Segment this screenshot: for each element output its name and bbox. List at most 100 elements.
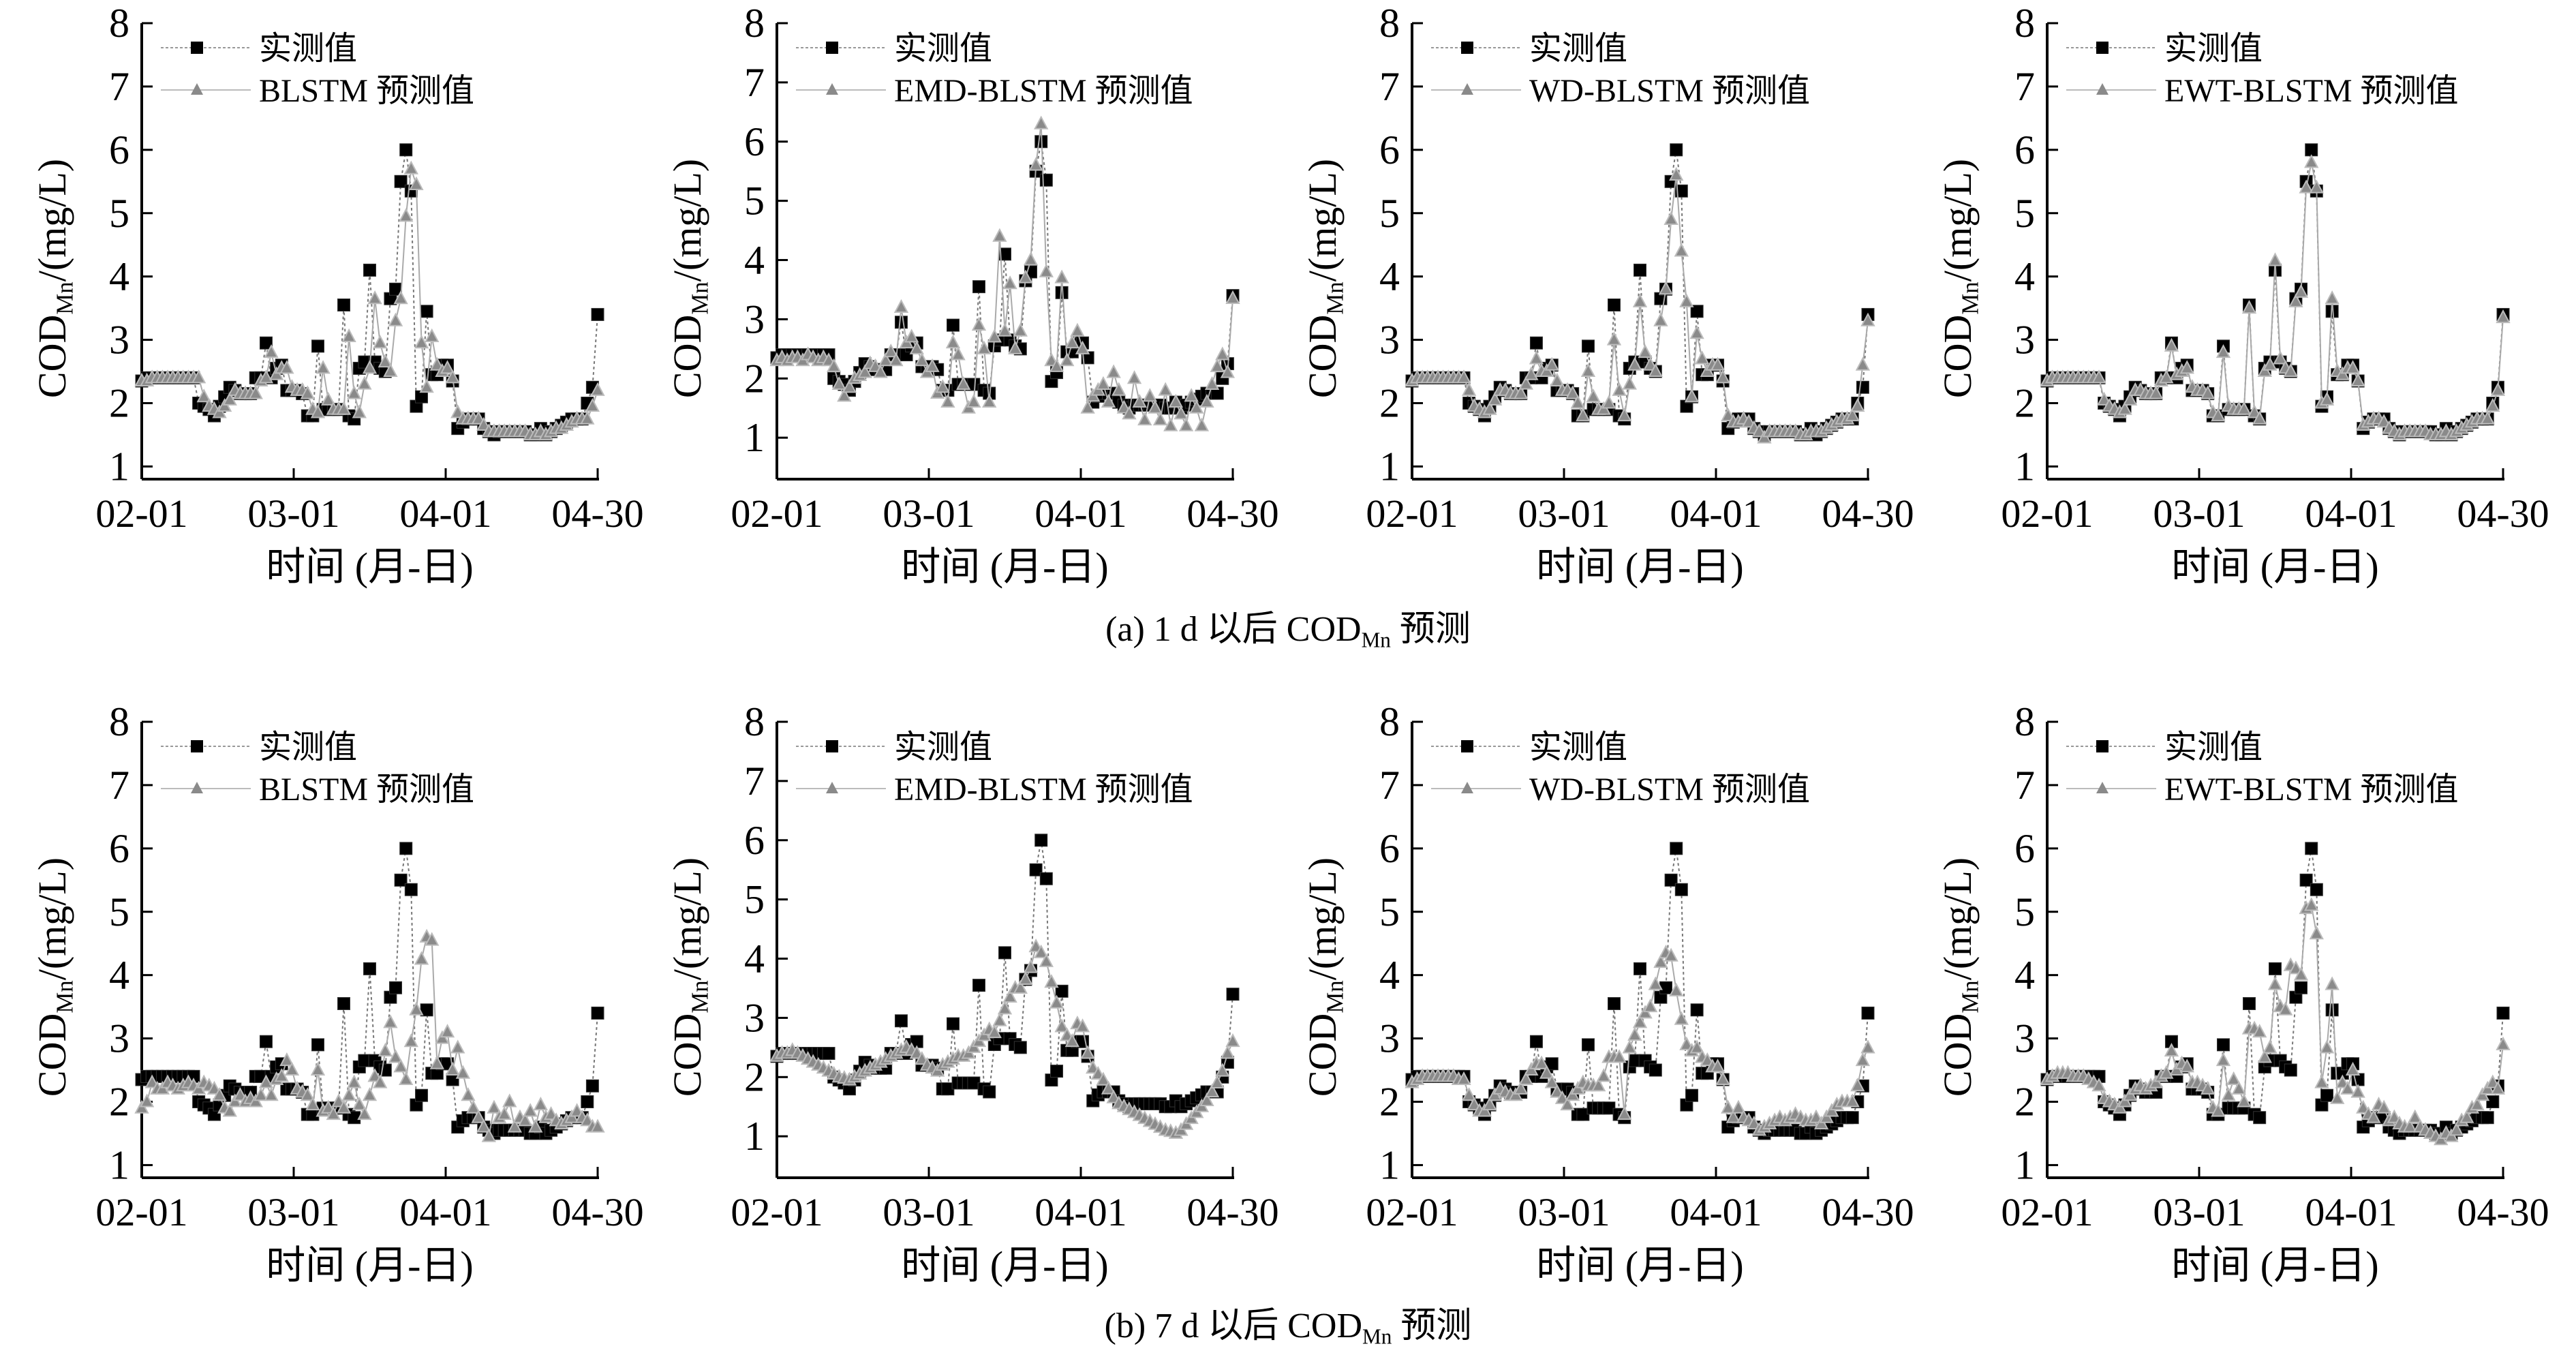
predicted-point	[533, 1097, 549, 1111]
predicted-point	[2237, 1093, 2252, 1108]
predicted-point	[1845, 1093, 1860, 1108]
predicted-point	[925, 358, 940, 372]
predicted-point	[1461, 1087, 1477, 1101]
predicted-point	[465, 1099, 481, 1114]
predicted-point	[429, 1055, 444, 1069]
predicted-point	[2215, 1052, 2231, 1067]
predicted-point	[1622, 376, 1637, 390]
predicted-point	[1554, 1090, 1570, 1104]
predicted-point	[2221, 1087, 2236, 1101]
predicted-point	[373, 1074, 388, 1088]
predicted-point	[1008, 340, 1023, 354]
predicted-point	[585, 398, 600, 412]
predicted-point	[2263, 1039, 2278, 1054]
predicted-point	[497, 1106, 512, 1120]
predicted-point	[2350, 1084, 2365, 1098]
predicted-point	[1560, 1097, 1575, 1111]
predicted-point	[1751, 423, 1767, 438]
predicted-point	[1461, 382, 1477, 396]
predicted-point	[1653, 954, 1668, 969]
predicted-point	[445, 1061, 460, 1076]
predicted-point	[450, 404, 465, 418]
legend-square-icon	[1461, 740, 1473, 752]
y-axis-label-main: COD	[665, 1013, 709, 1097]
actual-point	[1649, 1063, 1662, 1077]
predicted-point	[440, 1024, 455, 1038]
predicted-point	[2159, 369, 2174, 384]
predicted-point	[1039, 263, 1054, 277]
figure-caption-a-rest: 预测	[1391, 610, 1471, 649]
actual-point	[972, 979, 985, 992]
predicted-point	[388, 1049, 403, 1063]
predicted-point	[1617, 1106, 1632, 1120]
predicted-point	[300, 1087, 315, 1101]
predicted-point	[1142, 388, 1158, 402]
predicted-point	[264, 1087, 279, 1101]
predicted-point	[940, 393, 955, 408]
predicted-point	[357, 1106, 372, 1120]
predicted-point	[502, 1093, 517, 1108]
predicted-point	[1137, 411, 1152, 426]
y-tick-label: 4	[109, 953, 129, 998]
chart-panel-6: 1 2 3 4 5 6 7 8 02-01 03-01 04-01 04-30 时间 (月-日) CODM…	[665, 699, 1279, 1287]
actual-point	[1055, 984, 1069, 998]
predicted-point	[274, 1068, 289, 1082]
predicted-point	[909, 340, 924, 354]
predicted-point	[321, 1099, 336, 1114]
predicted-point	[1220, 364, 1236, 378]
actual-point	[946, 1017, 960, 1031]
predicted-point	[1080, 1045, 1095, 1059]
predicted-point	[1199, 1092, 1214, 1107]
x-tick-label: 04-01	[2305, 491, 2397, 536]
actual-point	[1607, 298, 1621, 311]
predicted-point	[1565, 385, 1580, 399]
predicted-point	[1695, 350, 1710, 365]
predicted-point	[2179, 360, 2194, 374]
actual-point	[1674, 184, 1688, 198]
x-tick-label: 04-01	[399, 1190, 491, 1234]
predicted-point	[1034, 115, 1049, 129]
actual-point	[1029, 863, 1043, 876]
x-tick-label: 04-01	[2305, 1190, 2397, 1234]
predicted-point	[997, 1001, 1013, 1015]
actual-point	[1670, 143, 1683, 157]
predicted-point	[1044, 974, 1059, 988]
predicted-point	[1648, 363, 1663, 378]
predicted-point	[429, 356, 444, 371]
predicted-point	[1586, 388, 1601, 403]
predicted-point	[383, 1014, 398, 1028]
predicted-point	[1054, 1018, 1069, 1033]
actual-point	[2481, 1111, 2494, 1125]
x-tick-label: 02-01	[731, 491, 823, 536]
predicted-point	[997, 322, 1013, 337]
y-tick-label: 3	[744, 995, 765, 1040]
predicted-point	[191, 369, 206, 384]
predicted-point	[1855, 356, 1871, 371]
x-axis-label: 时间 (月-日)	[1536, 545, 1743, 589]
predicted-point	[1028, 157, 1043, 171]
series-line-actual	[141, 149, 598, 436]
actual-point	[1634, 263, 1646, 277]
y-tick-label: 6	[1379, 826, 1400, 871]
predicted-point	[2117, 401, 2132, 415]
legend-square-icon	[2096, 740, 2109, 752]
predicted-point	[409, 1001, 424, 1016]
predicted-point	[1534, 1055, 1549, 1069]
predicted-point	[1148, 399, 1163, 414]
predicted-point	[2350, 372, 2365, 386]
predicted-point	[1049, 994, 1064, 1009]
x-tick-label: 03-01	[2153, 1190, 2245, 1234]
actual-point	[2310, 883, 2323, 896]
predicted-point	[1627, 356, 1642, 371]
figure-caption-b-subscript: Mn	[1362, 1324, 1392, 1348]
actual-point	[415, 1088, 429, 1102]
predicted-point	[1850, 398, 1865, 412]
y-axis-label: CODMn/(mg/L)	[1300, 857, 1348, 1097]
predicted-point	[1075, 1018, 1090, 1033]
predicted-point	[321, 391, 336, 406]
x-tick-label: 03-01	[247, 491, 339, 536]
predicted-point	[196, 388, 211, 403]
y-tick-label: 4	[1379, 953, 1400, 998]
predicted-point	[1064, 1033, 1079, 1048]
actual-point	[259, 1035, 273, 1048]
